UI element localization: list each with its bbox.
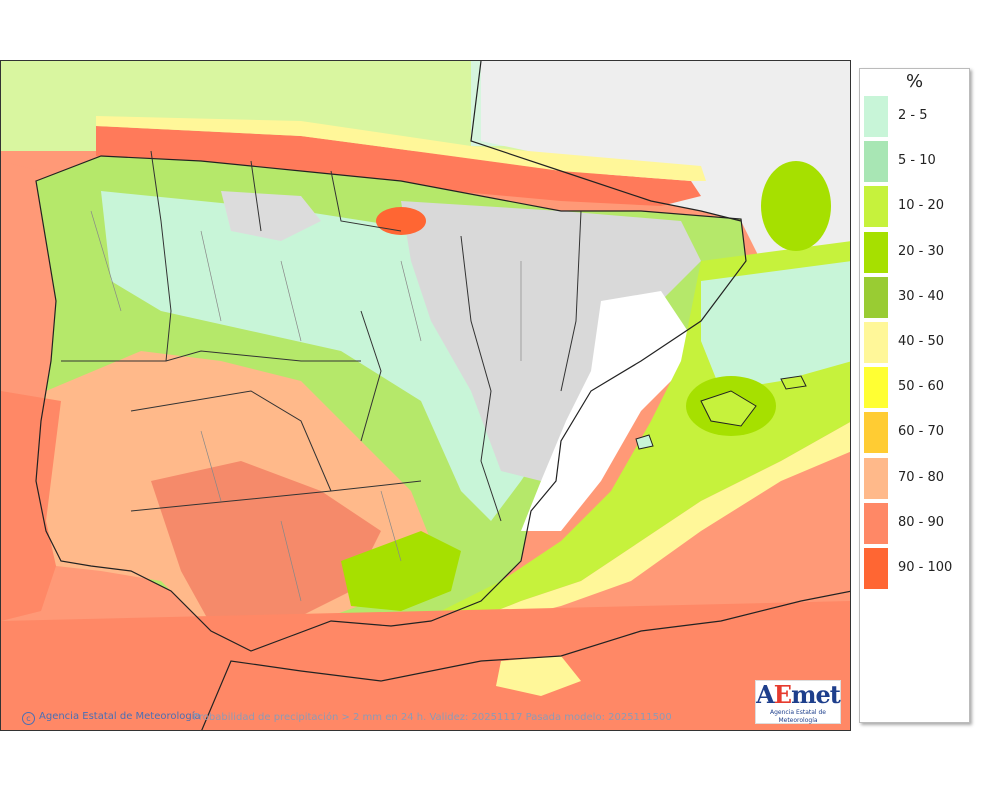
- africa-yellow-patch: [496, 656, 581, 696]
- legend-label: 20 - 30: [898, 243, 945, 259]
- legend-label: 30 - 40: [898, 288, 945, 304]
- legend-item: 80 - 90: [864, 502, 970, 544]
- north-yellow: [96, 116, 706, 181]
- legend-item: 30 - 40: [864, 276, 970, 318]
- legend-label: 2 - 5: [898, 108, 928, 123]
- legend-swatch: [864, 186, 888, 228]
- legend-item: 2 - 5: [864, 96, 970, 137]
- precipitation-map: [0, 60, 851, 731]
- legend-label: 80 - 90: [898, 514, 945, 530]
- coastline-france: [470, 61, 742, 222]
- region-borders: [61, 150, 582, 522]
- biscay-spot: [376, 207, 426, 235]
- mallorca: [700, 390, 757, 427]
- legend-swatch: [864, 502, 888, 544]
- credit-text: Agencia Estatal de Meteorología: [39, 711, 201, 722]
- legend-swatch: [864, 457, 888, 499]
- agency-credit: c Agencia Estatal de Meteorología: [22, 711, 201, 725]
- corsica-blob: [761, 161, 831, 251]
- africa-orange: [1, 601, 850, 730]
- legend-item: 10 - 20: [864, 186, 970, 228]
- dry-grey: [401, 201, 701, 481]
- aemet-logo: AEmet Agencia Estatal de Meteorología: [755, 680, 841, 724]
- portugal-orange: [1, 391, 61, 621]
- legend-swatch: [864, 96, 888, 137]
- legend-swatch: [864, 412, 888, 454]
- coastline-iberia: [35, 155, 747, 652]
- murcia-green: [341, 531, 461, 611]
- legend-label: 5 - 10: [898, 153, 936, 169]
- ibiza: [635, 434, 654, 450]
- legend-swatch: [864, 141, 888, 183]
- med-lightgreen: [701, 261, 850, 391]
- france-land: [481, 61, 850, 261]
- legend-label: 60 - 70: [898, 424, 945, 440]
- legend-item: 40 - 50: [864, 322, 970, 363]
- coastline-africa: [201, 590, 850, 730]
- legend-item: 70 - 80: [864, 457, 970, 499]
- legend-item: 60 - 70: [864, 412, 970, 454]
- legend-item: 20 - 30: [864, 231, 970, 273]
- legend-swatch: [864, 548, 888, 589]
- menorca: [780, 375, 807, 390]
- legend-swatch: [864, 322, 888, 363]
- copyright-icon: c: [22, 712, 35, 725]
- legend-label: 70 - 80: [898, 469, 945, 485]
- legend-label: 10 - 20: [898, 198, 945, 214]
- legend-swatch: [864, 276, 888, 318]
- legend-unit: %: [905, 71, 924, 92]
- legend-label: 90 - 100: [898, 560, 953, 575]
- dry-grey-2: [221, 191, 321, 241]
- legend-label: 40 - 50: [898, 334, 945, 349]
- legend-swatch: [864, 367, 888, 409]
- province-borders: [90, 210, 522, 602]
- legend-item: 5 - 10: [864, 141, 970, 183]
- legend-label: 50 - 60: [898, 379, 945, 395]
- legend-panel: % 2 - 5 5 - 10 10 - 20 20 - 30 30 - 40 40 - 5…: [859, 68, 970, 723]
- map-caption: Probabilidad de precipitación > 2 mm en …: [193, 712, 672, 723]
- legend-swatch: [864, 231, 888, 273]
- legend-item: 50 - 60: [864, 367, 970, 409]
- cantabrian-red-band: [96, 126, 701, 206]
- legend-item: 90 - 100: [864, 548, 970, 589]
- south-red: [151, 461, 381, 646]
